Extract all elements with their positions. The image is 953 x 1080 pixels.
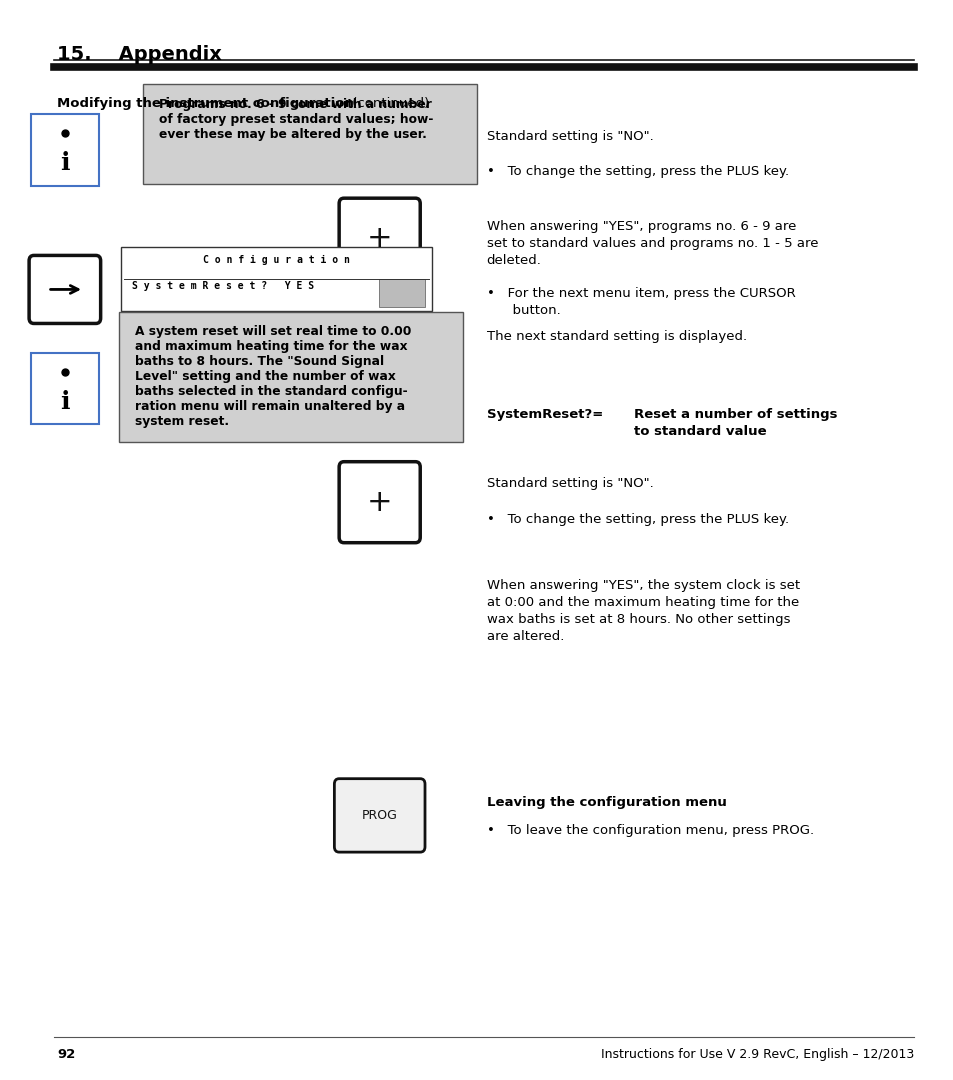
- Text: 92: 92: [57, 1048, 75, 1061]
- FancyBboxPatch shape: [119, 312, 462, 442]
- FancyBboxPatch shape: [31, 353, 99, 424]
- FancyBboxPatch shape: [143, 84, 476, 184]
- Text: +: +: [367, 225, 392, 253]
- Text: •   To leave the configuration menu, press PROG.: • To leave the configuration menu, press…: [486, 824, 813, 837]
- Text: A system reset will set real time to 0.00
and maximum heating time for the wax
b: A system reset will set real time to 0.0…: [135, 325, 412, 428]
- Text: S y s t e m R e s e t ?   Y E S: S y s t e m R e s e t ? Y E S: [132, 281, 314, 292]
- Text: The next standard setting is displayed.: The next standard setting is displayed.: [486, 330, 746, 343]
- Text: Reset a number of settings
to standard value: Reset a number of settings to standard v…: [634, 408, 837, 438]
- Text: i: i: [60, 151, 70, 175]
- Text: C o n f i g u r a t i o n: C o n f i g u r a t i o n: [203, 255, 350, 265]
- FancyBboxPatch shape: [121, 247, 432, 311]
- Text: •   To change the setting, press the PLUS key.: • To change the setting, press the PLUS …: [486, 165, 788, 178]
- Text: When answering "YES", programs no. 6 - 9 are
set to standard values and programs: When answering "YES", programs no. 6 - 9…: [486, 220, 817, 268]
- FancyBboxPatch shape: [335, 779, 424, 852]
- FancyBboxPatch shape: [30, 255, 101, 324]
- Text: PROG: PROG: [361, 809, 397, 822]
- Text: 15.    Appendix: 15. Appendix: [57, 45, 222, 65]
- FancyBboxPatch shape: [339, 462, 419, 542]
- Text: •   For the next menu item, press the CURSOR
      button.: • For the next menu item, press the CURS…: [486, 287, 795, 318]
- Text: When answering "YES", the system clock is set
at 0:00 and the maximum heating ti: When answering "YES", the system clock i…: [486, 579, 799, 643]
- FancyBboxPatch shape: [378, 280, 424, 307]
- Text: Leaving the configuration menu: Leaving the configuration menu: [486, 796, 725, 809]
- Text: +: +: [367, 488, 392, 516]
- Text: SystemReset?=: SystemReset?=: [486, 408, 602, 421]
- FancyBboxPatch shape: [339, 198, 419, 279]
- Text: Instructions for Use V 2.9 RevC, English – 12/2013: Instructions for Use V 2.9 RevC, English…: [600, 1048, 913, 1061]
- Text: Modifying the instrument configuration: Modifying the instrument configuration: [57, 97, 354, 110]
- FancyBboxPatch shape: [31, 114, 99, 186]
- Text: Programs no. 6 - 9 come with a number
of factory preset standard values; how-
ev: Programs no. 6 - 9 come with a number of…: [159, 98, 434, 141]
- Text: i: i: [60, 390, 70, 414]
- Text: Standard setting is "NO".: Standard setting is "NO".: [486, 130, 653, 143]
- Text: •   To change the setting, press the PLUS key.: • To change the setting, press the PLUS …: [486, 513, 788, 526]
- Text: Standard setting is "NO".: Standard setting is "NO".: [486, 477, 653, 490]
- Text: (continued): (continued): [348, 97, 429, 110]
